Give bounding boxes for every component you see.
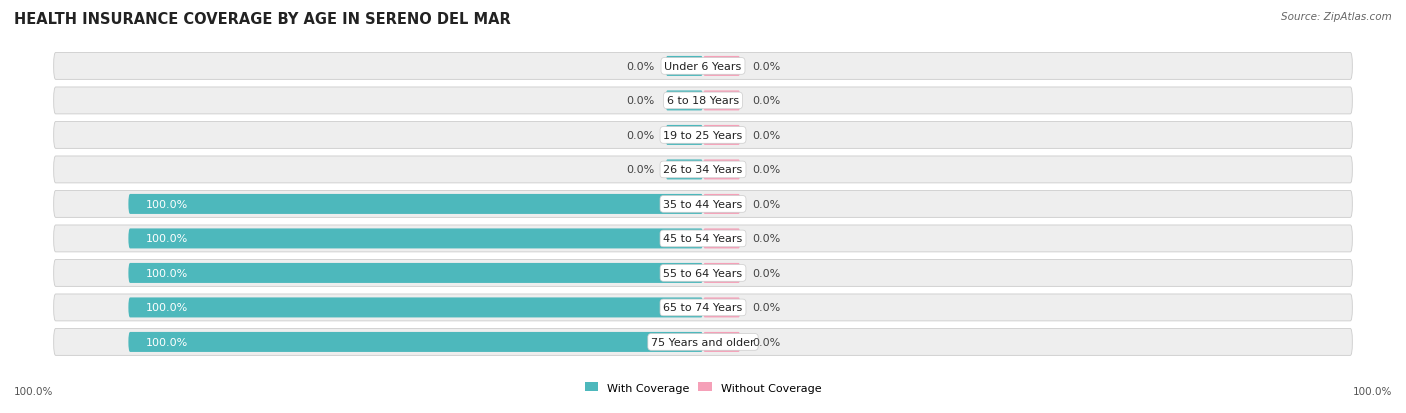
FancyBboxPatch shape bbox=[53, 88, 1353, 114]
Text: 0.0%: 0.0% bbox=[626, 62, 654, 72]
Text: 26 to 34 Years: 26 to 34 Years bbox=[664, 165, 742, 175]
FancyBboxPatch shape bbox=[703, 195, 741, 214]
FancyBboxPatch shape bbox=[665, 57, 703, 77]
Text: 100.0%: 100.0% bbox=[146, 303, 188, 313]
FancyBboxPatch shape bbox=[703, 229, 741, 249]
FancyBboxPatch shape bbox=[665, 160, 703, 180]
Text: 0.0%: 0.0% bbox=[752, 96, 780, 106]
FancyBboxPatch shape bbox=[53, 157, 1353, 183]
Text: 0.0%: 0.0% bbox=[752, 199, 780, 209]
FancyBboxPatch shape bbox=[703, 160, 741, 180]
Text: 100.0%: 100.0% bbox=[146, 199, 188, 209]
FancyBboxPatch shape bbox=[703, 126, 741, 146]
Text: 55 to 64 Years: 55 to 64 Years bbox=[664, 268, 742, 278]
Text: 19 to 25 Years: 19 to 25 Years bbox=[664, 131, 742, 140]
FancyBboxPatch shape bbox=[53, 53, 1353, 80]
FancyBboxPatch shape bbox=[703, 263, 741, 283]
Text: Under 6 Years: Under 6 Years bbox=[665, 62, 741, 72]
Text: 100.0%: 100.0% bbox=[146, 234, 188, 244]
FancyBboxPatch shape bbox=[128, 195, 703, 214]
FancyBboxPatch shape bbox=[703, 57, 741, 77]
FancyBboxPatch shape bbox=[53, 225, 1353, 252]
FancyBboxPatch shape bbox=[703, 91, 741, 111]
Text: 100.0%: 100.0% bbox=[1353, 387, 1392, 396]
Text: 100.0%: 100.0% bbox=[146, 337, 188, 347]
Text: 75 Years and older: 75 Years and older bbox=[651, 337, 755, 347]
Text: HEALTH INSURANCE COVERAGE BY AGE IN SERENO DEL MAR: HEALTH INSURANCE COVERAGE BY AGE IN SERE… bbox=[14, 12, 510, 27]
FancyBboxPatch shape bbox=[53, 260, 1353, 287]
Text: 0.0%: 0.0% bbox=[752, 165, 780, 175]
FancyBboxPatch shape bbox=[703, 332, 741, 352]
Text: 35 to 44 Years: 35 to 44 Years bbox=[664, 199, 742, 209]
Text: 6 to 18 Years: 6 to 18 Years bbox=[666, 96, 740, 106]
Text: 100.0%: 100.0% bbox=[14, 387, 53, 396]
Text: 0.0%: 0.0% bbox=[626, 165, 654, 175]
FancyBboxPatch shape bbox=[53, 329, 1353, 356]
FancyBboxPatch shape bbox=[665, 91, 703, 111]
Text: 0.0%: 0.0% bbox=[752, 337, 780, 347]
Text: 0.0%: 0.0% bbox=[626, 131, 654, 140]
Text: 100.0%: 100.0% bbox=[146, 268, 188, 278]
FancyBboxPatch shape bbox=[128, 263, 703, 283]
FancyBboxPatch shape bbox=[53, 191, 1353, 218]
Text: Source: ZipAtlas.com: Source: ZipAtlas.com bbox=[1281, 12, 1392, 22]
FancyBboxPatch shape bbox=[53, 122, 1353, 149]
FancyBboxPatch shape bbox=[703, 298, 741, 318]
FancyBboxPatch shape bbox=[128, 229, 703, 249]
FancyBboxPatch shape bbox=[128, 298, 703, 318]
Text: 65 to 74 Years: 65 to 74 Years bbox=[664, 303, 742, 313]
Text: 0.0%: 0.0% bbox=[752, 234, 780, 244]
FancyBboxPatch shape bbox=[665, 126, 703, 146]
Legend: With Coverage, Without Coverage: With Coverage, Without Coverage bbox=[581, 378, 825, 397]
Text: 0.0%: 0.0% bbox=[626, 96, 654, 106]
Text: 0.0%: 0.0% bbox=[752, 268, 780, 278]
Text: 0.0%: 0.0% bbox=[752, 62, 780, 72]
FancyBboxPatch shape bbox=[128, 332, 703, 352]
Text: 45 to 54 Years: 45 to 54 Years bbox=[664, 234, 742, 244]
FancyBboxPatch shape bbox=[53, 294, 1353, 321]
Text: 0.0%: 0.0% bbox=[752, 131, 780, 140]
Text: 0.0%: 0.0% bbox=[752, 303, 780, 313]
